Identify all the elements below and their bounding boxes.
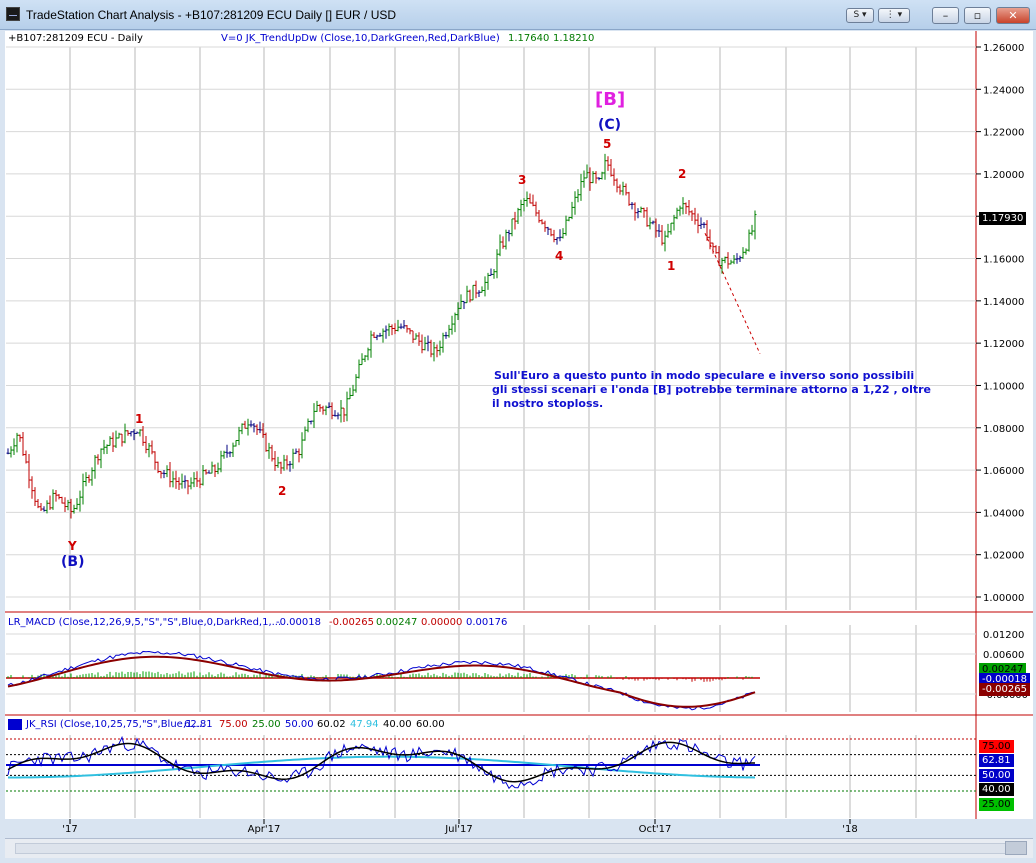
- x-tick-label: Apr'17: [248, 824, 281, 835]
- symbol-link-label: S: [853, 10, 860, 20]
- price-tick-label: 1.02000: [983, 551, 1024, 562]
- price-tick-label: 1.22000: [983, 128, 1024, 139]
- price-tick-label: 1.10000: [983, 381, 1024, 392]
- macd-line: [7, 650, 756, 711]
- rsi-value-5: 60.02: [317, 719, 346, 730]
- options-menu-button[interactable]: ⋮ ▾: [878, 8, 910, 23]
- rsi-value-6: 47.94: [350, 719, 379, 730]
- x-tick-label: Jul'17: [444, 824, 473, 835]
- macd-value-5: 0.00176: [466, 617, 508, 628]
- close-button[interactable]: ✕: [996, 7, 1030, 24]
- wave-label-paren-b: (B): [61, 554, 85, 570]
- wave-label-y: Y: [68, 539, 77, 553]
- price-tick-label: 1.04000: [983, 508, 1024, 519]
- macd-value-3: 0.00247: [376, 617, 418, 628]
- wave-label-paren-c: (C): [598, 117, 622, 133]
- scrollbar-thumb[interactable]: [1005, 841, 1027, 855]
- app-icon: [6, 7, 20, 21]
- rsi-tag-50: 50.00: [979, 769, 1014, 782]
- rsi-color-swatch: [8, 719, 22, 730]
- scrollbar-track[interactable]: [15, 843, 1015, 854]
- wave-label-4: 4: [555, 249, 564, 263]
- restore-icon: ▫: [973, 9, 982, 22]
- x-tick-label: '18: [842, 824, 857, 835]
- annotation-line-2: gli stessi scenari e l'onda [B] potrebbe…: [492, 383, 932, 396]
- wave-label-2-left: 2: [278, 484, 287, 498]
- macd-signal-line: [7, 655, 756, 708]
- rsi-slow-average-line: [7, 755, 756, 779]
- minimize-button[interactable]: –: [932, 7, 959, 24]
- x-tick-label: '17: [62, 824, 77, 835]
- rsi-value-1: 62.81: [184, 719, 213, 730]
- price-tick-label: 1.24000: [983, 85, 1024, 96]
- price-tick-label: 1.12000: [983, 339, 1024, 350]
- rsi-tag-25: 25.00: [979, 798, 1014, 811]
- annotation-line-1: Sull'Euro a questo punto in modo specula…: [494, 369, 915, 382]
- rsi-value-2: 75.00: [219, 719, 248, 730]
- price-tick-label: 1.26000: [983, 43, 1024, 54]
- rsi-value-3: 25.00: [252, 719, 281, 730]
- price-tick-label: 1.14000: [983, 297, 1024, 308]
- macd-value-1: -0.00018: [276, 617, 321, 628]
- trend-indicator-value-1: 1.17640: [508, 33, 550, 44]
- close-icon: ✕: [1008, 9, 1018, 22]
- x-tick-label: Oct'17: [639, 824, 672, 835]
- price-tick-label: 1.20000: [983, 170, 1024, 181]
- symbol-link-button[interactable]: S ▾: [846, 8, 874, 23]
- macd-tag-red: -0.00265: [979, 683, 1030, 696]
- macd-value-2: -0.00265: [329, 617, 374, 628]
- price-tick-label: 1.08000: [983, 424, 1024, 435]
- projection-line: [704, 232, 761, 354]
- window-titlebar[interactable]: TradeStation Chart Analysis - +B107:2812…: [0, 0, 1036, 30]
- wave-label-1-left: 1: [135, 412, 144, 426]
- restore-button[interactable]: ▫: [964, 7, 991, 24]
- macd-tag-blue: -0.00018: [979, 673, 1030, 686]
- chart-plot-area[interactable]: [5, 31, 977, 819]
- rsi-value-7: 40.00: [383, 719, 412, 730]
- macd-value-4: 0.00000: [421, 617, 463, 628]
- macd-tag-green: 0.00247: [979, 663, 1027, 676]
- wave-label-2-right: 2: [678, 167, 687, 181]
- window-title: TradeStation Chart Analysis - +B107:2812…: [26, 8, 397, 22]
- wave-label-3: 3: [518, 173, 527, 187]
- rsi-tag-6281: 62.81: [979, 754, 1014, 767]
- trend-indicator-label: V=0 JK_TrendUpDw (Close,10,DarkGreen,Red…: [221, 33, 500, 44]
- rsi-tag-40: 40.00: [979, 783, 1014, 796]
- last-price-tag: 1.17930: [979, 212, 1027, 225]
- rsi-value-4: 50.00: [285, 719, 314, 730]
- annotation-line-3: il nostro stoploss.: [492, 397, 604, 410]
- annotation-text: Sull'Euro a questo punto in modo specula…: [492, 369, 932, 411]
- minimize-icon: –: [942, 9, 949, 22]
- rsi-smoothed-line: [7, 741, 756, 783]
- symbol-label: +B107:281209 ECU - Daily: [8, 33, 143, 44]
- wave-label-1-right: 1: [667, 259, 676, 273]
- rsi-label: JK_RSI (Close,10,25,75,"S",Blue,1,...: [26, 719, 206, 730]
- price-tick-label: 1.00000: [983, 593, 1024, 604]
- macd-tick-label: 0.01200: [983, 630, 1024, 641]
- wave-label-bracket-b: [B]: [595, 89, 626, 110]
- options-menu-label: ⋮: [885, 10, 895, 20]
- rsi-tag-75: 75.00: [979, 740, 1014, 753]
- macd-label: LR_MACD (Close,12,26,9,5,"S","S",Blue,0,…: [8, 617, 282, 628]
- trend-indicator-value-2: 1.18210: [553, 33, 595, 44]
- price-tick-label: 1.16000: [983, 255, 1024, 266]
- macd-tick-label: 0.00600: [983, 650, 1024, 661]
- price-tick-label: 1.06000: [983, 466, 1024, 477]
- wave-label-5: 5: [603, 137, 612, 151]
- rsi-value-8: 60.00: [416, 719, 445, 730]
- horizontal-scrollbar[interactable]: [5, 838, 1033, 858]
